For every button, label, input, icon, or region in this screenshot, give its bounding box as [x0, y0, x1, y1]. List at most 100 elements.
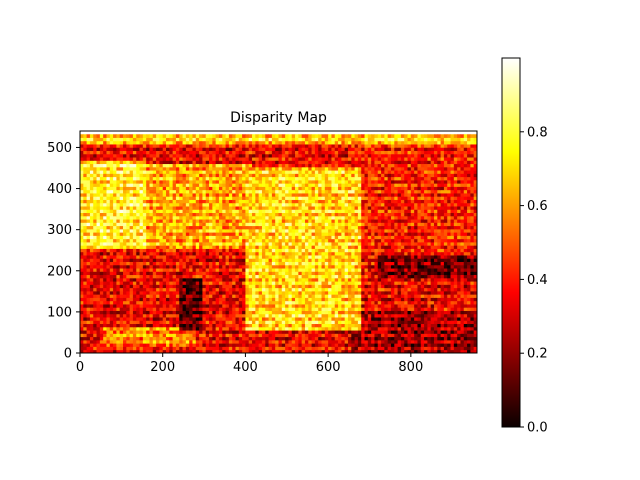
heatmap-cell — [83, 271, 88, 276]
heatmap-cell — [281, 238, 286, 243]
heatmap-cell — [172, 281, 177, 285]
heatmap-cell — [417, 255, 422, 259]
heatmap-cell — [271, 290, 276, 295]
heatmap-cell — [255, 225, 260, 230]
heatmap-cell — [199, 336, 203, 341]
heatmap-cell — [430, 339, 435, 344]
heatmap-cell — [235, 219, 240, 223]
heatmap-cell — [103, 238, 107, 243]
heatmap-cell — [354, 222, 359, 227]
heatmap-cell — [420, 349, 425, 353]
heatmap-cell — [417, 320, 422, 325]
heatmap-cell — [258, 326, 263, 331]
heatmap-cell — [460, 339, 465, 344]
heatmap-cell — [149, 339, 154, 344]
heatmap-cell — [123, 219, 127, 223]
heatmap-cell — [414, 317, 418, 321]
heatmap-cell — [285, 339, 289, 344]
heatmap-cell — [364, 323, 369, 328]
heatmap-cell — [291, 349, 296, 353]
heatmap-cell — [328, 336, 332, 341]
heatmap-cell — [361, 268, 365, 272]
heatmap-cell — [427, 300, 432, 305]
heatmap-cell — [341, 261, 346, 266]
heatmap-cell — [255, 353, 259, 357]
heatmap-cell — [179, 235, 183, 240]
heatmap-cell — [129, 346, 134, 351]
heatmap-cell — [377, 349, 382, 353]
heatmap-cell — [364, 284, 369, 289]
heatmap-cell — [86, 271, 91, 276]
heatmap-cell — [166, 300, 170, 305]
heatmap-cell — [347, 255, 352, 259]
heatmap-cell — [159, 232, 164, 236]
heatmap-cell — [331, 310, 336, 315]
heatmap-cell — [205, 258, 210, 262]
heatmap-cell — [457, 228, 461, 233]
heatmap-cell — [394, 284, 398, 289]
heatmap-cell — [268, 300, 273, 305]
heatmap-cell — [354, 336, 359, 341]
heatmap-cell — [189, 228, 193, 233]
heatmap-cell — [390, 271, 395, 276]
heatmap-cell — [377, 336, 382, 341]
heatmap-cell — [414, 271, 418, 276]
heatmap-cell — [470, 284, 475, 289]
heatmap-cell — [291, 326, 296, 331]
heatmap-cell — [400, 294, 405, 298]
heatmap-cell — [116, 261, 121, 266]
heatmap-cell — [354, 330, 359, 334]
heatmap-cell — [129, 261, 134, 266]
heatmap-cell — [433, 268, 438, 272]
heatmap-cell — [394, 323, 398, 328]
heatmap-cell — [113, 339, 117, 344]
heatmap-cell — [202, 255, 207, 259]
heatmap-cell — [139, 274, 144, 279]
heatmap-cell — [394, 320, 398, 325]
heatmap-cell — [443, 323, 448, 328]
heatmap-cell — [381, 330, 385, 334]
heatmap-cell — [427, 261, 432, 266]
heatmap-cell — [437, 287, 442, 292]
heatmap-cell — [447, 268, 451, 272]
heatmap-cell — [222, 317, 226, 321]
heatmap-cell — [321, 346, 326, 351]
heatmap-cell — [106, 336, 111, 341]
heatmap-cell — [215, 232, 220, 236]
heatmap-cell — [443, 232, 448, 236]
heatmap-cell — [437, 307, 442, 311]
heatmap-cell — [420, 245, 425, 249]
heatmap-cell — [288, 326, 293, 331]
heatmap-cell — [334, 274, 339, 279]
heatmap-cell — [202, 238, 207, 243]
heatmap-cell — [109, 336, 114, 341]
heatmap-cell — [93, 248, 97, 253]
heatmap-cell — [430, 251, 435, 256]
heatmap-cell — [407, 232, 412, 236]
heatmap-cell — [281, 277, 286, 282]
heatmap-cell — [371, 317, 375, 321]
heatmap-cell — [433, 284, 438, 289]
heatmap-cell — [328, 304, 332, 308]
heatmap-cell — [109, 326, 114, 331]
heatmap-cell — [152, 281, 157, 285]
heatmap-cell — [119, 255, 124, 259]
heatmap-cell — [394, 242, 398, 246]
heatmap-cell — [129, 330, 134, 334]
heatmap-cell — [272, 353, 276, 357]
heatmap-cell — [215, 225, 220, 230]
heatmap-cell — [414, 353, 418, 357]
heatmap-cell — [212, 310, 217, 315]
heatmap-cell — [358, 353, 362, 357]
heatmap-cell — [381, 222, 385, 227]
heatmap-cell — [189, 336, 193, 341]
heatmap-cell — [301, 317, 306, 321]
heatmap-cell — [182, 251, 187, 256]
heatmap-cell — [318, 255, 322, 259]
heatmap-cell — [387, 274, 392, 279]
heatmap-cell — [222, 232, 226, 236]
heatmap-cell — [146, 290, 150, 295]
heatmap-cell — [407, 343, 412, 347]
heatmap-cell — [450, 307, 455, 311]
heatmap-cell — [384, 339, 389, 344]
